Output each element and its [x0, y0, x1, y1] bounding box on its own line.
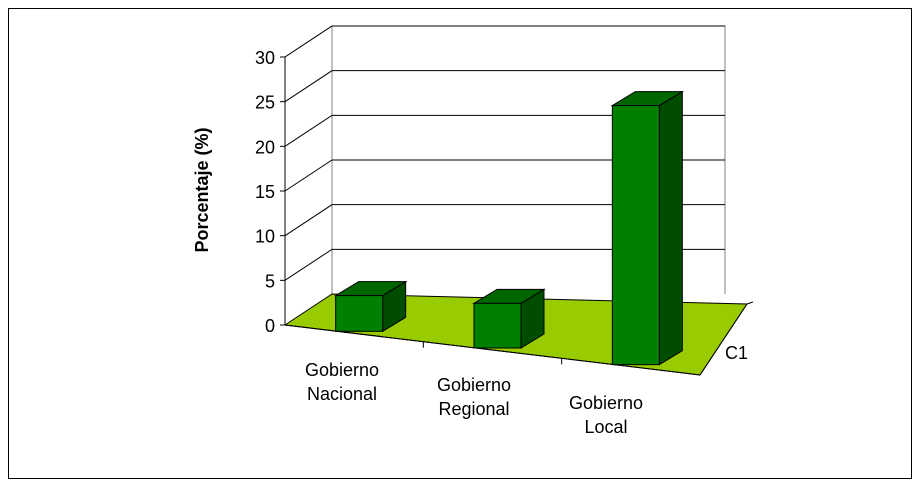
gridline: [284, 248, 725, 281]
bar-front: [335, 295, 384, 332]
gridline: [284, 159, 725, 192]
y-tick-label: 10: [255, 227, 275, 247]
gridlines: [284, 25, 725, 281]
x-category-labels: Gobierno Nacional Gobierno Regional Gobierno…: [305, 360, 643, 437]
depth-tick-mark: [746, 301, 754, 305]
y-tick-label: 5: [265, 271, 275, 291]
bars: [333, 90, 685, 366]
y-axis-label: Porcentaje (%): [192, 127, 212, 252]
y-tick-label: 25: [255, 93, 275, 113]
bar-side: [658, 90, 683, 366]
x-category-label: Gobierno Nacional: [305, 360, 379, 404]
y-tick-labels: 0 5 10 15 20 25 30: [255, 48, 285, 336]
y-tick-label: 15: [255, 182, 275, 202]
bar: [472, 288, 546, 349]
gridline: [284, 25, 725, 58]
gridline: [284, 70, 725, 103]
y-tick-label: 30: [255, 48, 275, 68]
x-category-label: Gobierno Regional: [437, 375, 511, 419]
bar: [333, 280, 408, 333]
chart-border: [8, 8, 912, 479]
gridline: [284, 114, 725, 147]
series-label-c1: C1: [725, 343, 748, 363]
bar-front: [473, 302, 522, 349]
y-tick-label: 20: [255, 137, 275, 157]
x-axis-line: [284, 324, 701, 376]
x-category-label: Gobierno Local: [569, 393, 643, 437]
gridline: [284, 204, 725, 237]
bar-front: [611, 105, 660, 366]
y-tick-label: 0: [265, 316, 275, 336]
bar: [610, 90, 685, 366]
depth-axis-line: [699, 303, 748, 376]
